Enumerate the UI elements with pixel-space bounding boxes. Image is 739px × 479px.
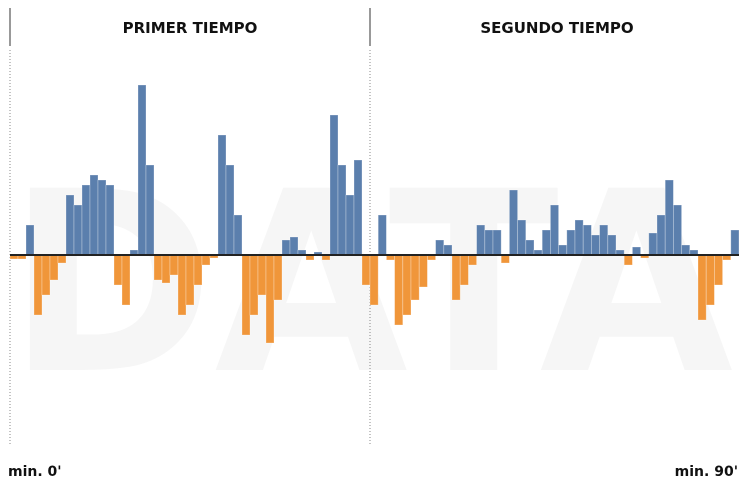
bar	[289, 236, 299, 256]
bar	[81, 184, 91, 256]
bar	[185, 254, 195, 306]
bar	[607, 234, 617, 256]
bar	[145, 164, 155, 256]
bar	[273, 254, 283, 301]
bar	[566, 229, 576, 256]
bar	[25, 224, 35, 256]
bar	[443, 244, 453, 256]
bar	[410, 254, 420, 301]
bar	[591, 234, 601, 256]
bar	[632, 246, 642, 256]
half-title: SEGUNDO TIEMPO	[480, 19, 633, 37]
bar	[201, 254, 211, 266]
bar	[673, 204, 683, 256]
bar	[345, 194, 355, 256]
bar	[113, 254, 123, 286]
bar	[476, 224, 486, 256]
bar	[73, 204, 83, 256]
bar	[33, 254, 43, 316]
bar	[337, 164, 347, 256]
end-label: min. 90'	[675, 464, 738, 479]
bar	[257, 254, 267, 296]
bar	[97, 179, 107, 256]
bar	[582, 224, 592, 256]
bar	[435, 239, 445, 256]
bar	[648, 232, 658, 256]
bar	[65, 194, 75, 256]
bar	[508, 189, 518, 256]
bar	[169, 254, 179, 276]
bar	[730, 229, 739, 256]
bar	[49, 254, 59, 281]
bar	[137, 84, 147, 256]
bar	[217, 134, 227, 256]
bar	[484, 229, 494, 256]
bar	[361, 254, 371, 286]
bar	[249, 254, 259, 316]
bar	[697, 254, 707, 321]
bar	[467, 254, 477, 266]
bar	[599, 224, 609, 256]
bar	[225, 164, 235, 256]
bar	[418, 254, 428, 288]
bar	[193, 254, 203, 286]
bar	[369, 254, 379, 306]
bar	[714, 254, 724, 286]
bar	[541, 229, 551, 256]
bar	[402, 254, 412, 316]
bar	[574, 219, 584, 256]
bar	[451, 254, 461, 301]
bar	[353, 159, 363, 256]
bar	[265, 254, 275, 344]
bar	[394, 254, 404, 326]
bar	[121, 254, 131, 306]
bar	[89, 174, 99, 256]
bar	[459, 254, 469, 286]
bar	[558, 244, 568, 256]
bar	[233, 214, 243, 256]
bar	[41, 254, 51, 296]
bar	[241, 254, 251, 336]
bar	[492, 229, 502, 256]
bar	[500, 254, 510, 264]
bar	[525, 239, 535, 256]
bar	[57, 254, 67, 264]
half-title: PRIMER TIEMPO	[123, 19, 258, 37]
bar	[623, 254, 633, 266]
bar	[705, 254, 715, 306]
bar	[656, 214, 666, 256]
bar	[681, 244, 691, 256]
bar	[281, 239, 291, 256]
bar	[517, 219, 527, 256]
bar	[377, 214, 387, 256]
bar	[105, 184, 115, 256]
bar	[664, 179, 674, 256]
bar	[177, 254, 187, 316]
bar	[329, 114, 339, 256]
bar	[161, 254, 171, 284]
bar	[550, 204, 560, 256]
bar	[153, 254, 163, 281]
start-label: min. 0'	[8, 464, 62, 479]
